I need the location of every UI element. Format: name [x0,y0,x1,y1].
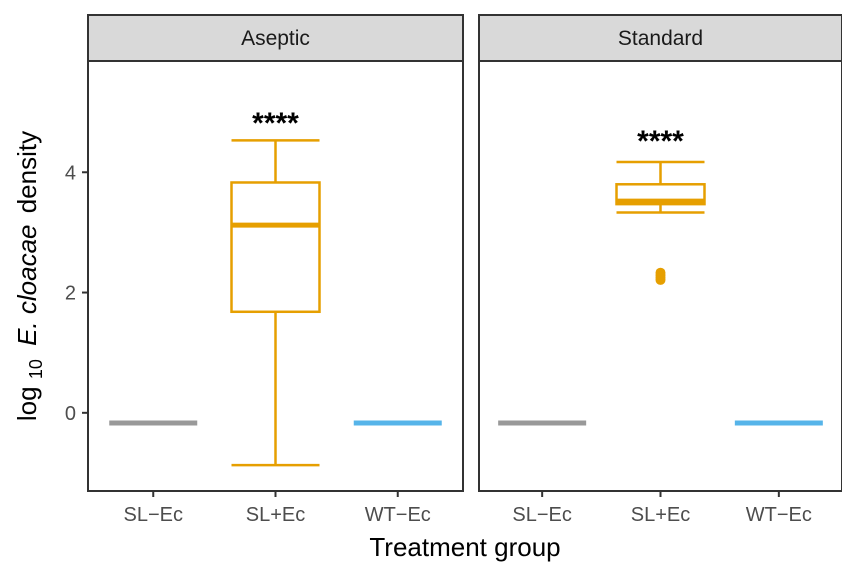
outlier-point [655,267,666,278]
panel-aseptic: Aseptic **** [87,14,464,492]
x-tick-label: SL−Ec [124,504,183,526]
facet-strip-label: Standard [618,27,703,50]
x-axis: SL−Ec SL+Ec WT−Ec SL−Ec SL+Ec WT−Ec [124,491,812,526]
facet-panels: Aseptic **** Standard **** [87,14,842,492]
y-axis-title: log 10 E. cloacae density [12,131,46,421]
x-tick-label: SL−Ec [512,504,571,526]
significance-label: **** [252,107,299,140]
y-axis-title-prefix: log [12,386,42,421]
x-tick-label: WT−Ec [365,504,431,526]
significance-label: **** [637,125,684,158]
box-sl+ec [230,139,321,467]
panel-standard: Standard **** [478,14,842,492]
y-axis-title-italic: E. cloacae [12,225,42,346]
facet-strip-label: Aseptic [241,27,310,50]
x-tick-label: SL+Ec [246,504,305,526]
y-axis-title-subscript: 10 [26,359,46,379]
facet-strip [478,14,842,62]
facet-strip [87,14,464,62]
box-sl+ec [615,160,706,285]
y-tick-label: 0 [65,403,76,425]
x-tick-label: SL+Ec [631,504,690,526]
x-axis-title: Treatment group [369,532,560,562]
y-axis-title-suffix: density [12,131,42,213]
y-axis: 0 2 4 [65,162,88,425]
x-tick-label: WT−Ec [746,504,812,526]
box-iqr [230,181,321,314]
y-tick-label: 2 [65,283,76,305]
y-tick-label: 4 [65,162,76,184]
